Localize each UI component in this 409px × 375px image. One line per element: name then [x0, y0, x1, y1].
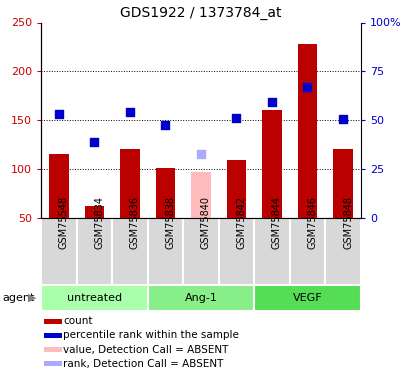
Text: GSM75842: GSM75842	[236, 196, 246, 249]
Bar	[49, 154, 68, 218]
Bar	[44, 346, 62, 352]
Text: rank, Detection Call = ABSENT: rank, Detection Call = ABSENT	[63, 358, 223, 369]
Text: percentile rank within the sample: percentile rank within the sample	[63, 330, 239, 340]
Bar	[147, 285, 254, 311]
Point	[268, 99, 274, 105]
Text: untreated: untreated	[67, 293, 121, 303]
Text: GSM75838: GSM75838	[165, 196, 175, 249]
Bar	[120, 149, 139, 217]
Bar	[191, 172, 210, 217]
Text: Ang-1: Ang-1	[184, 293, 217, 303]
Bar	[44, 361, 62, 366]
Text: agent: agent	[2, 293, 34, 303]
Text: count: count	[63, 316, 93, 326]
Text: GSM75836: GSM75836	[130, 196, 139, 249]
Bar	[155, 168, 175, 217]
Bar	[254, 285, 360, 311]
Text: ▶: ▶	[28, 293, 36, 303]
Bar	[84, 206, 104, 218]
Point	[55, 111, 62, 117]
Bar	[147, 217, 183, 285]
Title: GDS1922 / 1373784_at: GDS1922 / 1373784_at	[120, 6, 281, 20]
Point	[339, 116, 346, 122]
Text: GSM75834: GSM75834	[94, 196, 104, 249]
Bar	[289, 217, 324, 285]
Text: VEGF: VEGF	[292, 293, 321, 303]
Bar	[226, 160, 245, 218]
Bar	[333, 149, 352, 217]
Text: GSM75548: GSM75548	[58, 196, 69, 249]
Bar	[41, 285, 147, 311]
Bar	[218, 217, 254, 285]
Bar	[41, 217, 76, 285]
Bar	[76, 217, 112, 285]
Point	[233, 115, 239, 121]
Bar	[183, 217, 218, 285]
Bar	[262, 110, 281, 218]
Bar	[254, 217, 289, 285]
Point	[197, 151, 204, 157]
Text: GSM75848: GSM75848	[342, 196, 352, 249]
Bar	[44, 333, 62, 338]
Point	[91, 140, 97, 146]
Bar	[44, 319, 62, 324]
Text: value, Detection Call = ABSENT: value, Detection Call = ABSENT	[63, 345, 228, 354]
Text: GSM75840: GSM75840	[200, 196, 210, 249]
Bar	[297, 44, 317, 218]
Text: GSM75844: GSM75844	[271, 196, 281, 249]
Bar	[324, 217, 360, 285]
Point	[126, 109, 133, 115]
Point	[303, 84, 310, 90]
Bar	[112, 217, 147, 285]
Text: GSM75846: GSM75846	[307, 196, 317, 249]
Point	[162, 122, 168, 128]
